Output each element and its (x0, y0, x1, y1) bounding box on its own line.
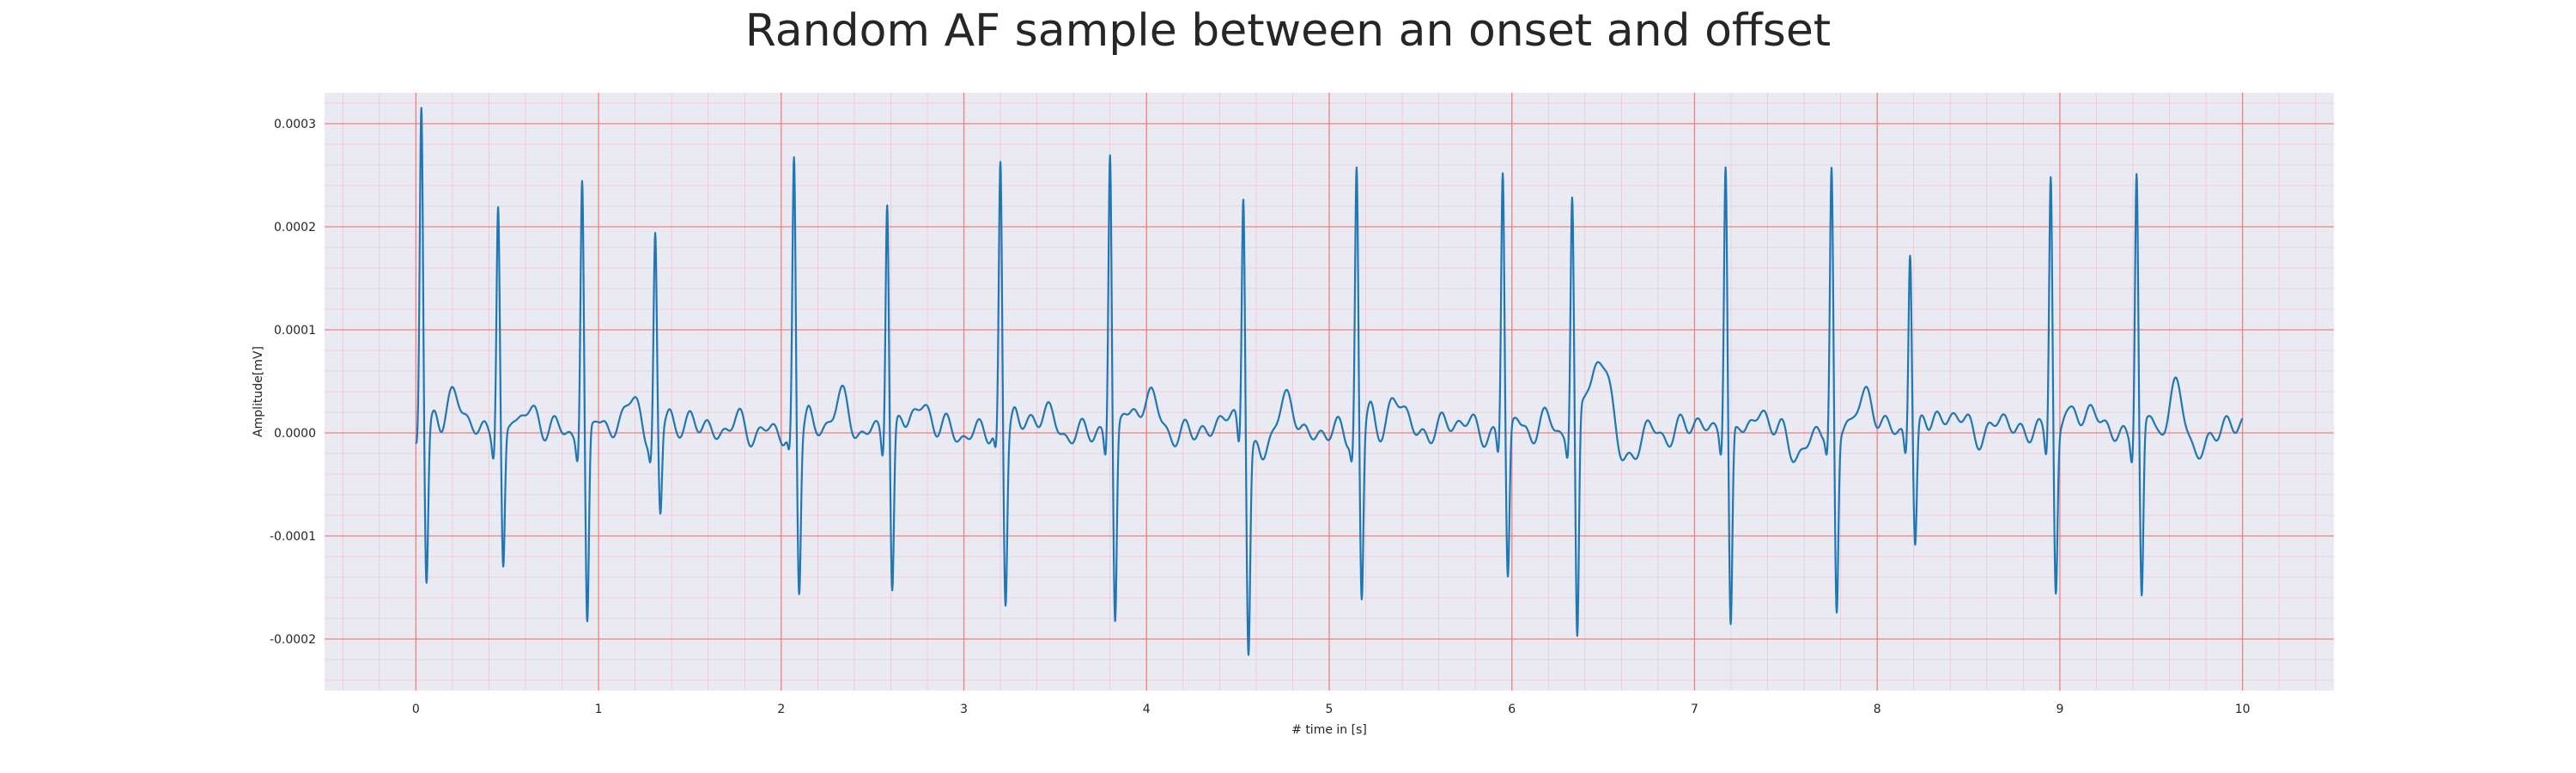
x-tick-label: 0 (412, 703, 420, 716)
y-axis: -0.0002 -0.0001 0.0000 0.0001 0.0002 0.0003 (270, 118, 316, 647)
x-tick-label: 6 (1508, 703, 1516, 716)
series-group (415, 107, 2244, 656)
x-tick-label: 5 (1326, 703, 1334, 716)
major-grid (325, 93, 2334, 691)
x-tick-label: 4 (1143, 703, 1151, 716)
y-axis-label: Amplitude[mV] (252, 346, 265, 437)
x-tick-label: 3 (960, 703, 968, 716)
ecg-series-line (415, 107, 2244, 656)
chart-title: Random AF sample between an onset and of… (744, 5, 1832, 57)
x-tick-label: 2 (777, 703, 785, 716)
y-tick-label: -0.0002 (270, 633, 316, 647)
x-tick-label: 7 (1691, 703, 1698, 716)
x-axis: 0 1 2 3 4 5 6 7 8 9 10 (412, 703, 2251, 716)
x-tick-label: 8 (1874, 703, 1881, 716)
y-tick-label: 0.0000 (274, 427, 316, 441)
y-tick-label: -0.0001 (270, 530, 316, 544)
y-tick-label: 0.0003 (274, 118, 316, 131)
y-tick-label: 0.0001 (274, 324, 316, 338)
x-tick-label: 1 (595, 703, 603, 716)
x-axis-label: # time in [s] (1291, 723, 1367, 737)
y-tick-label: 0.0002 (274, 221, 316, 234)
x-tick-label: 10 (2235, 703, 2251, 716)
x-tick-label: 9 (2056, 703, 2063, 716)
